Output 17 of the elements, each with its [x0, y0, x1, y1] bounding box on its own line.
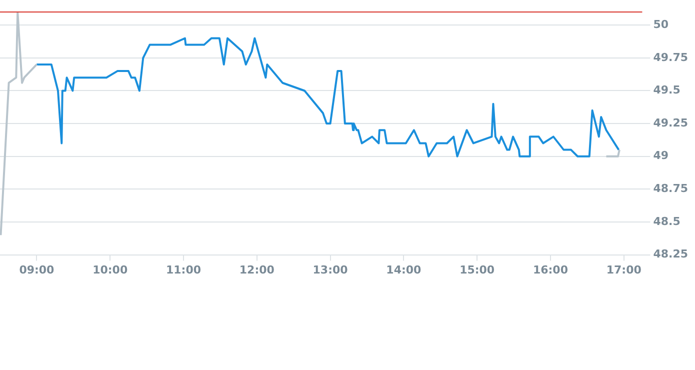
x-tick-label: 17:00	[606, 263, 642, 276]
x-tick-label: 10:00	[92, 263, 128, 276]
x-tick-label: 15:00	[460, 263, 495, 276]
x-tick-label: 14:00	[386, 263, 422, 276]
y-tick-label: 50	[653, 18, 669, 31]
x-tick-label: 11:00	[166, 263, 202, 276]
y-tick-label: 49.25	[653, 116, 688, 130]
y-tick-label: 49	[653, 149, 669, 162]
x-tick-label: 16:00	[532, 263, 568, 276]
y-tick-label: 49.5	[653, 84, 680, 97]
y-tick-label: 48.5	[653, 214, 680, 228]
x-tick-label: 13:00	[312, 263, 348, 276]
x-tick-label: 12:00	[239, 263, 275, 276]
y-tick-label: 48.25	[653, 248, 688, 261]
x-tick-label: 09:00	[19, 263, 55, 276]
y-tick-label: 48.75	[653, 182, 688, 196]
y-tick-label: 49.75	[653, 50, 688, 64]
